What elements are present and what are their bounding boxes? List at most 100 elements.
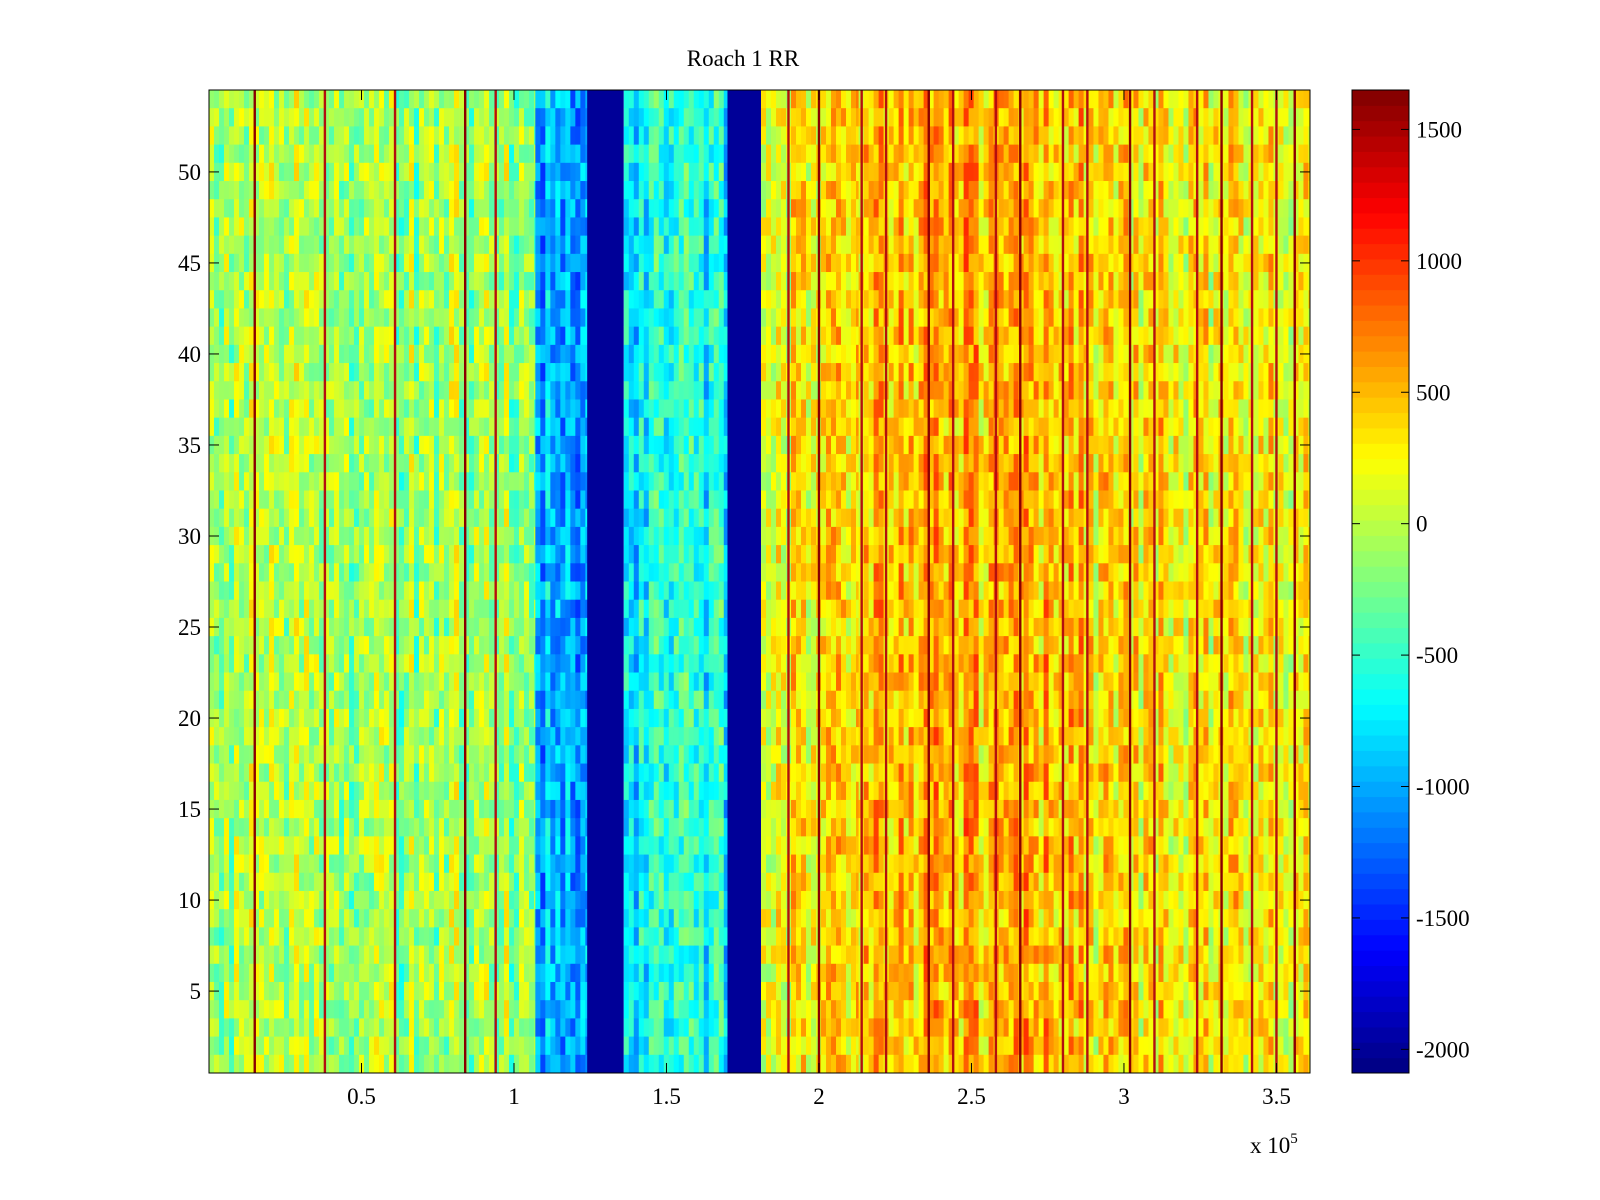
- heatmap-cell: [504, 253, 510, 273]
- heatmap-cell: [643, 745, 650, 764]
- heatmap-cell: [484, 454, 490, 473]
- heatmap-cell: [334, 326, 340, 346]
- heatmap-cell: [414, 235, 420, 255]
- heatmap-cell: [384, 727, 390, 746]
- heatmap-cell: [484, 654, 490, 673]
- heatmap-cell: [449, 818, 455, 837]
- heatmap-cell: [369, 235, 375, 255]
- heatmap-cell: [580, 890, 586, 910]
- heatmap-cell: [404, 290, 410, 309]
- heatmap-cell: [274, 581, 280, 601]
- heatmap-cell: [339, 617, 345, 637]
- heatmap-cell: [628, 126, 635, 146]
- heatmap-cell: [540, 945, 546, 965]
- heatmap-cell: [229, 945, 235, 965]
- heatmap-cell: [514, 272, 520, 291]
- heatmap-cell: [264, 308, 270, 328]
- heatmap-cell: [404, 545, 410, 564]
- heatmap-cell: [339, 927, 345, 946]
- heatmap-cell: [638, 890, 645, 910]
- heatmap-cell: [349, 454, 355, 473]
- heatmap-cell: [484, 526, 490, 546]
- heatmap-cell: [359, 526, 365, 546]
- heatmap-cell: [628, 854, 635, 874]
- heatmap-cell: [454, 308, 460, 328]
- heatmap-cell: [399, 617, 405, 637]
- heatmap-cell: [623, 563, 630, 582]
- heatmap-cell: [319, 162, 325, 182]
- heatmap-cell: [404, 617, 410, 637]
- heatmap-cell: [269, 472, 275, 491]
- heatmap-cell: [339, 1036, 345, 1056]
- heatmap-cell: [359, 181, 365, 200]
- heatmap-cell: [550, 545, 556, 564]
- heatmap-cell: [550, 217, 556, 237]
- heatmap-cell: [254, 235, 260, 255]
- heatmap-cell: [479, 472, 485, 491]
- heatmap-cell: [535, 181, 541, 200]
- heatmap-cell: [648, 599, 655, 619]
- heatmap-cell: [555, 563, 561, 582]
- heatmap-cell: [384, 326, 390, 346]
- heatmap-cell: [565, 672, 571, 692]
- heatmap-cell: [234, 308, 240, 328]
- heatmap-cell: [374, 763, 380, 783]
- heatmap-cell: [364, 581, 370, 601]
- heatmap-cell: [389, 272, 395, 291]
- heatmap-cell: [424, 872, 430, 892]
- heatmap-cell: [668, 836, 675, 855]
- heatmap-cell: [673, 599, 680, 619]
- heatmap-cell: [234, 363, 240, 382]
- heatmap-cell: [394, 1000, 400, 1019]
- heatmap-cell: [229, 181, 235, 200]
- heatmap-cell: [454, 526, 460, 546]
- heatmap-cell: [570, 308, 576, 328]
- heatmap-cell: [349, 1000, 355, 1019]
- heatmap-cell: [678, 981, 685, 1001]
- heatmap-cell: [339, 836, 345, 855]
- heatmap-cell: [354, 763, 360, 783]
- heatmap-cell: [464, 1018, 470, 1037]
- heatmap-cell: [239, 945, 245, 965]
- heatmap-cell: [304, 927, 310, 946]
- heatmap-cell: [653, 381, 660, 400]
- heatmap-cell: [279, 435, 285, 455]
- heatmap-cell: [334, 818, 340, 837]
- heatmap-cell: [668, 344, 675, 364]
- heatmap-cell: [555, 217, 561, 237]
- heatmap-cell: [329, 1036, 335, 1056]
- heatmap-cell: [663, 490, 670, 510]
- heatmap-cell: [249, 563, 255, 582]
- heatmap-cell: [374, 563, 380, 582]
- heatmap-cell: [339, 963, 345, 983]
- heatmap-cell: [249, 454, 255, 473]
- heatmap-cell: [693, 381, 700, 400]
- heatmap-cell: [459, 1036, 465, 1056]
- heatmap-cell: [678, 435, 685, 455]
- heatmap-cell: [529, 745, 535, 764]
- heatmap-cell: [449, 836, 455, 855]
- heatmap-cell: [504, 727, 510, 746]
- heatmap-cell: [638, 690, 645, 710]
- heatmap-cell: [540, 563, 546, 582]
- heatmap-cell: [284, 581, 290, 601]
- heatmap-cell: [304, 836, 310, 855]
- heatmap-cell: [449, 417, 455, 437]
- heatmap-cell: [424, 854, 430, 874]
- heatmap-cell: [254, 654, 260, 673]
- heatmap-cell: [429, 217, 435, 237]
- heatmap-cell: [279, 545, 285, 564]
- heatmap-cell: [209, 872, 215, 892]
- heatmap-cell: [274, 781, 280, 801]
- heatmap-cell: [429, 472, 435, 491]
- heatmap-cell: [449, 381, 455, 400]
- heatmap-cell: [489, 599, 495, 619]
- heatmap-cell: [294, 381, 300, 400]
- heatmap-cell: [339, 1054, 345, 1074]
- heatmap-cell: [214, 417, 220, 437]
- heatmap-cell: [414, 545, 420, 564]
- heatmap-cell: [424, 927, 430, 946]
- heatmap-cell: [429, 636, 435, 655]
- heatmap-cell: [354, 1054, 360, 1074]
- heatmap-cell: [688, 727, 695, 746]
